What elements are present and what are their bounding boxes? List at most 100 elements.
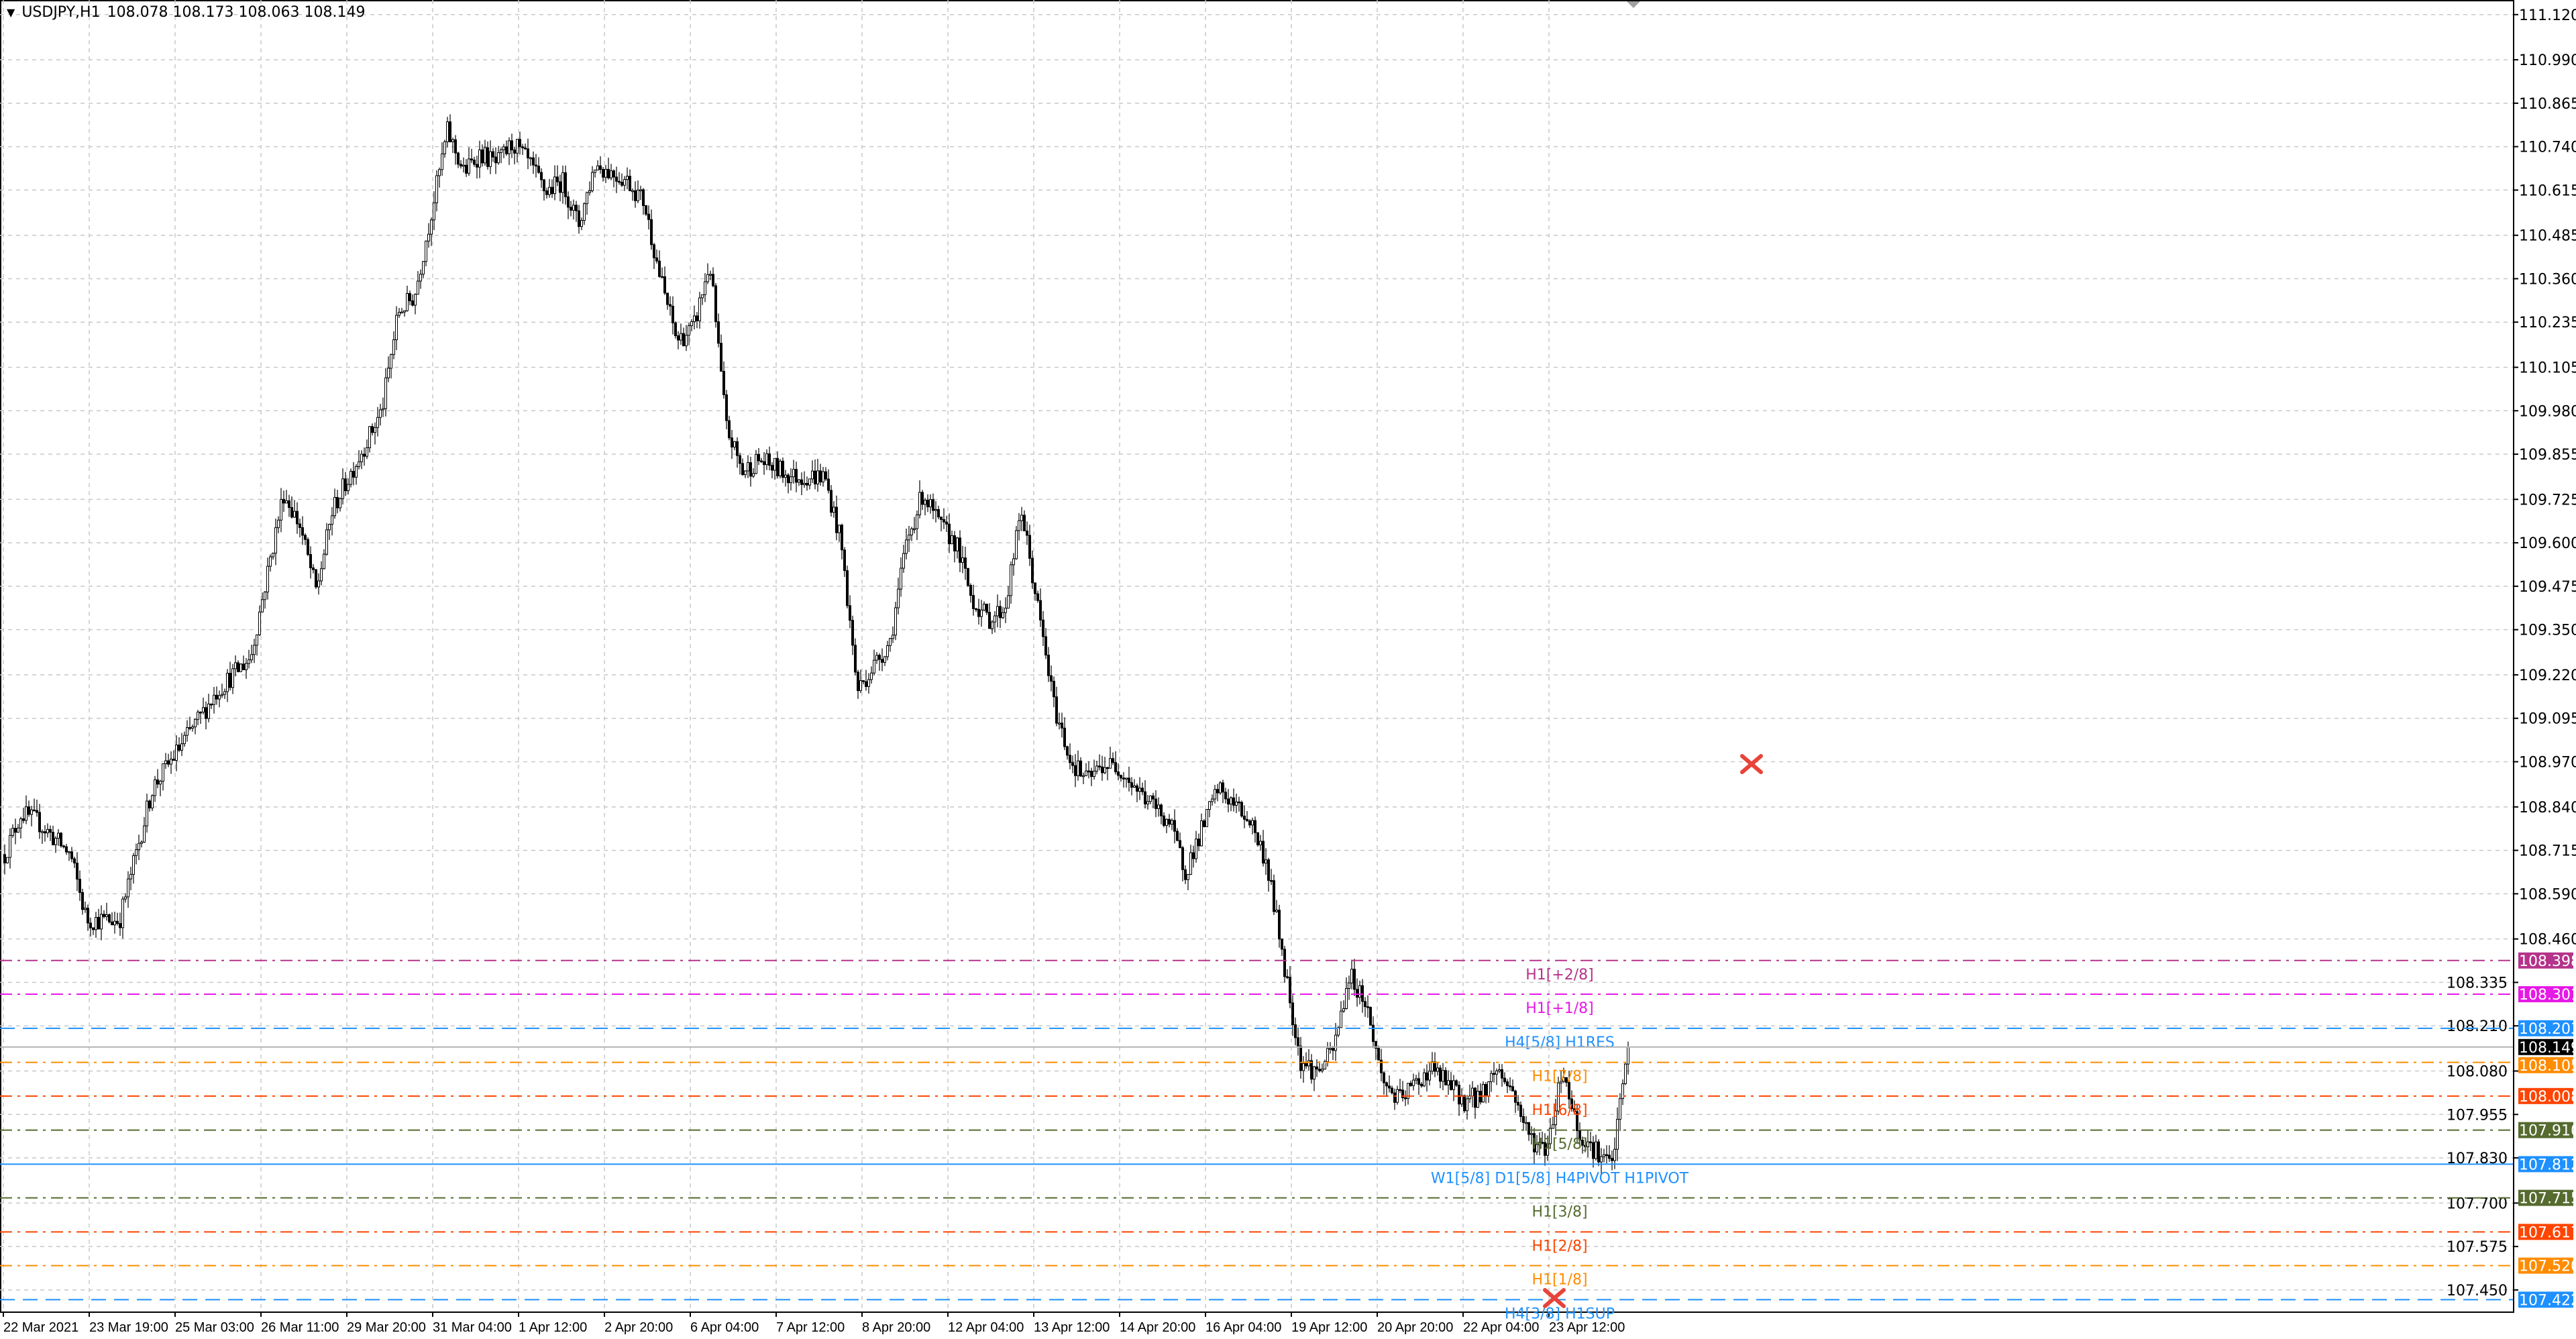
candle-body [639, 189, 642, 191]
candle-body [1544, 1142, 1546, 1156]
level-label: H4[5/8] H1RES [1505, 1034, 1615, 1051]
candle-body [1471, 1087, 1474, 1097]
level-label: H1[5/8] [1532, 1136, 1587, 1153]
candle-body [690, 321, 693, 326]
candle-body [1114, 762, 1117, 773]
candle-body [1034, 582, 1036, 594]
candle-body [124, 896, 127, 900]
candle-body [417, 280, 419, 295]
candle-body [323, 553, 325, 570]
candle-body [1265, 859, 1267, 864]
candle-body [819, 470, 822, 482]
candle-body [1407, 1083, 1409, 1099]
candle-body [1130, 782, 1133, 788]
candle-body [1490, 1073, 1493, 1083]
level-price-box [2518, 1057, 2573, 1073]
time-tick-label: 6 Apr 04:00 [690, 1320, 759, 1335]
candle-body [374, 427, 376, 433]
candle-body [886, 645, 889, 657]
candle-body [918, 492, 921, 515]
candle-body [803, 482, 806, 485]
candle-body [400, 311, 403, 314]
candle-body [36, 810, 38, 813]
candle-body [902, 553, 905, 569]
level-price-label: 107.617 [2519, 1224, 2576, 1241]
candle-body [1420, 1083, 1423, 1087]
candle-body [1498, 1069, 1501, 1071]
candle-body [1447, 1080, 1450, 1085]
candle-body [1592, 1142, 1595, 1159]
candle-body [1348, 982, 1350, 989]
candle-body [1442, 1070, 1444, 1082]
candle-body [988, 612, 991, 629]
candle-body [1197, 839, 1200, 847]
candle-body [210, 703, 213, 706]
candle-body [1246, 818, 1248, 822]
candle-body [564, 172, 567, 197]
candle-body [422, 261, 425, 275]
level-price-box [2518, 1189, 2573, 1206]
level-price-label: 107.812 [2519, 1157, 2576, 1173]
candle-body [476, 164, 478, 168]
candle-body [320, 568, 323, 582]
candle-body [867, 679, 870, 687]
candle-body [1536, 1144, 1538, 1153]
price-tick-label: 109.475 [2519, 579, 2576, 596]
candle-body [551, 186, 553, 195]
candle-body [242, 663, 245, 670]
level-price-label: 107.520 [2519, 1258, 2576, 1275]
candle-body [1002, 612, 1004, 619]
candle-body [449, 121, 451, 142]
candle-body [1600, 1156, 1603, 1163]
candle-body [148, 800, 151, 808]
candle-body [865, 681, 867, 687]
candle-body [1149, 795, 1152, 802]
candle-body [1283, 949, 1286, 977]
candle-body [610, 170, 612, 178]
candle-body [41, 831, 44, 833]
time-tick-label: 23 Apr 12:00 [1549, 1320, 1625, 1335]
candle-body [1356, 989, 1358, 998]
candle-body [1393, 1092, 1396, 1103]
candle-body [714, 285, 717, 323]
candle-body [119, 923, 121, 928]
level-label: H1[7/8] [1532, 1069, 1587, 1085]
candle-body [301, 527, 304, 536]
candle-body [500, 149, 502, 154]
time-tick-label: 14 Apr 20:00 [1120, 1320, 1195, 1335]
candle-body [835, 506, 838, 533]
candle-body [875, 655, 878, 661]
triangle-down-icon[interactable]: ▼ [7, 6, 15, 19]
candle-body [784, 474, 787, 478]
candle-body [535, 164, 537, 167]
price-tick-label: 107.955 [2447, 1107, 2508, 1124]
candle-body [532, 157, 535, 166]
candle-body [1256, 832, 1259, 845]
time-tick-label: 22 Mar 2021 [3, 1320, 78, 1335]
candle-body [1085, 770, 1087, 776]
price-tick-label: 108.210 [2447, 1018, 2508, 1035]
level-price-label: 108.008 [2519, 1089, 2576, 1106]
candle-body [350, 471, 352, 485]
candle-body [747, 462, 749, 472]
candle-body [368, 426, 371, 448]
candle-body [1503, 1077, 1506, 1083]
candle-body [505, 146, 508, 154]
candle-body [111, 921, 113, 926]
candle-body [22, 818, 25, 821]
candle-body [481, 149, 484, 164]
price-tick-label: 111.120 [2519, 7, 2576, 24]
candle-body [851, 620, 854, 646]
candle-body [1291, 1002, 1294, 1026]
candle-body [1415, 1078, 1417, 1081]
candle-body [908, 534, 910, 541]
price-tick-label: 110.235 [2519, 315, 2576, 331]
candle-body [905, 539, 908, 554]
candle-body [830, 490, 833, 513]
candle-body [575, 205, 578, 211]
price-tick-label: 108.970 [2519, 754, 2576, 771]
candle-body [1203, 820, 1205, 827]
candle-body [757, 453, 760, 462]
candle-body [1294, 1024, 1297, 1038]
